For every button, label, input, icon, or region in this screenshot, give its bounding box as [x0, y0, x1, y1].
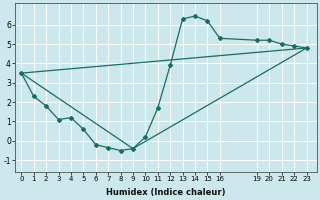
X-axis label: Humidex (Indice chaleur): Humidex (Indice chaleur)	[106, 188, 226, 197]
